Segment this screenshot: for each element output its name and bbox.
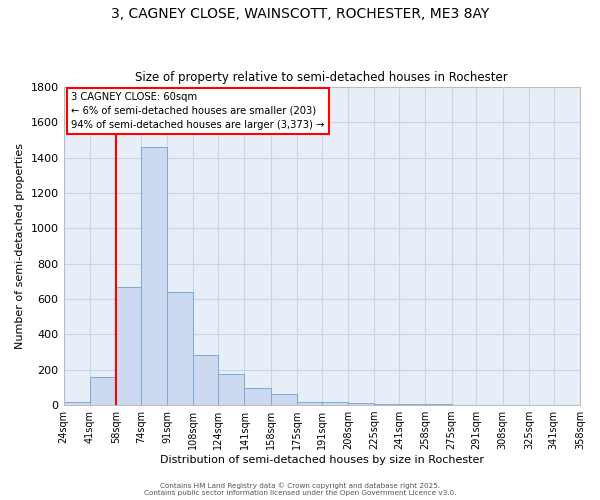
Bar: [554, 404, 580, 405]
Bar: [348, 403, 374, 405]
Bar: [322, 402, 348, 405]
Bar: [244, 388, 271, 405]
Bar: [64, 402, 90, 405]
Bar: [90, 377, 116, 405]
Text: Contains public sector information licensed under the Open Government Licence v3: Contains public sector information licen…: [144, 490, 456, 496]
Text: 3 CAGNEY CLOSE: 60sqm
← 6% of semi-detached houses are smaller (203)
94% of semi: 3 CAGNEY CLOSE: 60sqm ← 6% of semi-detac…: [71, 92, 325, 130]
Bar: [218, 374, 244, 405]
Bar: [399, 404, 425, 405]
Bar: [425, 404, 452, 405]
Y-axis label: Number of semi-detached properties: Number of semi-detached properties: [15, 143, 25, 349]
Bar: [271, 394, 297, 405]
Bar: [476, 404, 503, 405]
Bar: [167, 292, 193, 405]
Bar: [141, 147, 167, 405]
X-axis label: Distribution of semi-detached houses by size in Rochester: Distribution of semi-detached houses by …: [160, 455, 484, 465]
Text: 3, CAGNEY CLOSE, WAINSCOTT, ROCHESTER, ME3 8AY: 3, CAGNEY CLOSE, WAINSCOTT, ROCHESTER, M…: [111, 8, 489, 22]
Text: Contains HM Land Registry data © Crown copyright and database right 2025.: Contains HM Land Registry data © Crown c…: [160, 482, 440, 489]
Bar: [193, 354, 218, 405]
Bar: [116, 286, 141, 405]
Bar: [297, 402, 322, 405]
Bar: [374, 404, 399, 405]
Title: Size of property relative to semi-detached houses in Rochester: Size of property relative to semi-detach…: [136, 72, 508, 85]
Bar: [452, 404, 476, 405]
